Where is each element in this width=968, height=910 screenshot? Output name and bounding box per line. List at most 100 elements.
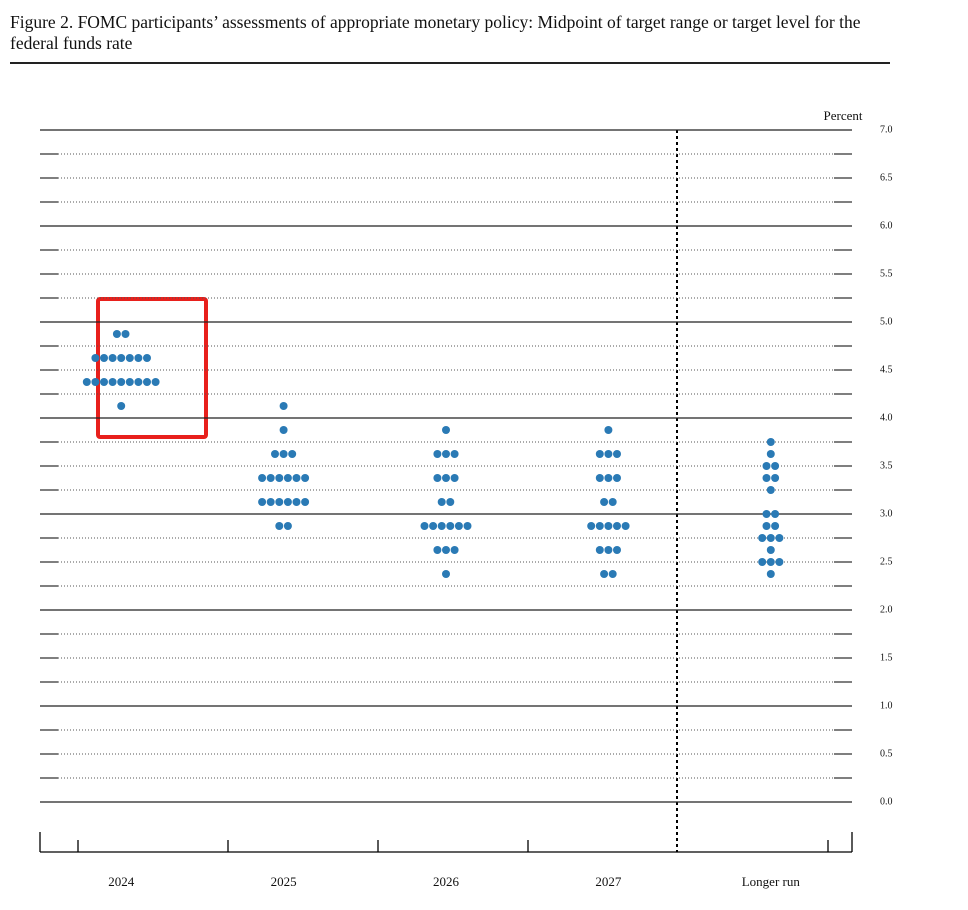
dot — [134, 378, 143, 386]
dot — [134, 354, 143, 362]
dot — [108, 378, 117, 386]
x-tick-label: 2027 — [595, 874, 622, 889]
dot — [442, 546, 450, 554]
dot — [766, 570, 775, 578]
dot — [82, 378, 91, 386]
dot — [258, 498, 267, 506]
dot — [266, 474, 275, 482]
y-tick-label: 4.0 — [880, 412, 893, 423]
y-tick-label: 2.5 — [880, 556, 893, 567]
dot — [446, 498, 455, 506]
dot — [442, 570, 450, 578]
y-tick-label: 1.0 — [880, 700, 893, 711]
dot — [454, 522, 463, 530]
y-tick-label: 0.0 — [880, 796, 893, 807]
y-tick-label: 7.0 — [880, 124, 893, 135]
dot — [121, 330, 130, 338]
dot — [766, 546, 775, 554]
dot — [292, 498, 301, 506]
dot — [279, 402, 288, 410]
dot — [442, 450, 450, 458]
dot — [433, 474, 442, 482]
dot — [151, 378, 160, 386]
dot — [450, 474, 459, 482]
dot — [463, 522, 472, 530]
dot — [143, 354, 151, 362]
dot — [117, 354, 126, 362]
dot — [587, 522, 596, 530]
chart-title: Figure 2. FOMC participants’ assessments… — [10, 12, 861, 53]
dot — [91, 378, 100, 386]
title-rule — [10, 62, 890, 64]
dot — [433, 546, 442, 554]
y-tick-label: 6.0 — [880, 220, 893, 231]
dot — [613, 546, 621, 554]
dot — [125, 378, 134, 386]
dot — [771, 462, 780, 470]
dot — [762, 474, 771, 482]
dot — [604, 474, 613, 482]
dot — [766, 450, 775, 458]
dot — [766, 534, 775, 542]
dot — [266, 498, 275, 506]
dot — [450, 546, 459, 554]
dot — [604, 522, 613, 530]
dot — [100, 378, 108, 386]
dot — [275, 522, 284, 530]
dot — [608, 570, 617, 578]
dot — [762, 522, 771, 530]
dot — [117, 402, 126, 410]
dot — [288, 450, 297, 458]
y-tick-label: 2.0 — [880, 604, 893, 615]
dot — [271, 450, 279, 458]
dot — [608, 498, 617, 506]
dot — [91, 354, 100, 362]
dot — [775, 534, 784, 542]
dot — [595, 450, 604, 458]
dot — [442, 474, 450, 482]
y-tick-label: 5.0 — [880, 316, 893, 327]
dot — [275, 474, 284, 482]
x-tick-label: 2026 — [433, 874, 460, 889]
dot — [595, 522, 604, 530]
dot — [766, 438, 775, 446]
dot — [595, 474, 604, 482]
dot — [595, 546, 604, 554]
dot — [112, 330, 121, 338]
dot — [600, 498, 609, 506]
dot — [613, 522, 621, 530]
dot — [613, 474, 621, 482]
dot — [429, 522, 438, 530]
dot — [442, 426, 450, 434]
dot — [771, 510, 780, 518]
x-tick-label: 2024 — [108, 874, 135, 889]
dot — [450, 450, 459, 458]
dot — [301, 498, 310, 506]
dot — [117, 378, 126, 386]
y-tick-label: 1.5 — [880, 652, 893, 663]
dot — [292, 474, 301, 482]
dot — [433, 450, 442, 458]
dot — [771, 474, 780, 482]
y-tick-label: 5.5 — [880, 268, 893, 279]
x-tick-label: 2025 — [271, 874, 297, 889]
dot — [604, 546, 613, 554]
dot — [283, 474, 292, 482]
dot — [771, 522, 780, 530]
x-axis — [39, 832, 853, 853]
dot — [283, 522, 292, 530]
dot — [279, 450, 288, 458]
dot — [613, 450, 621, 458]
dot — [621, 522, 630, 530]
x-tick-label: Longer run — [742, 874, 801, 889]
dot — [283, 498, 292, 506]
dot — [275, 498, 284, 506]
dot — [766, 558, 775, 566]
dot — [766, 486, 775, 494]
dot — [762, 462, 771, 470]
dot — [437, 522, 446, 530]
dot — [600, 570, 609, 578]
dot — [758, 558, 767, 566]
